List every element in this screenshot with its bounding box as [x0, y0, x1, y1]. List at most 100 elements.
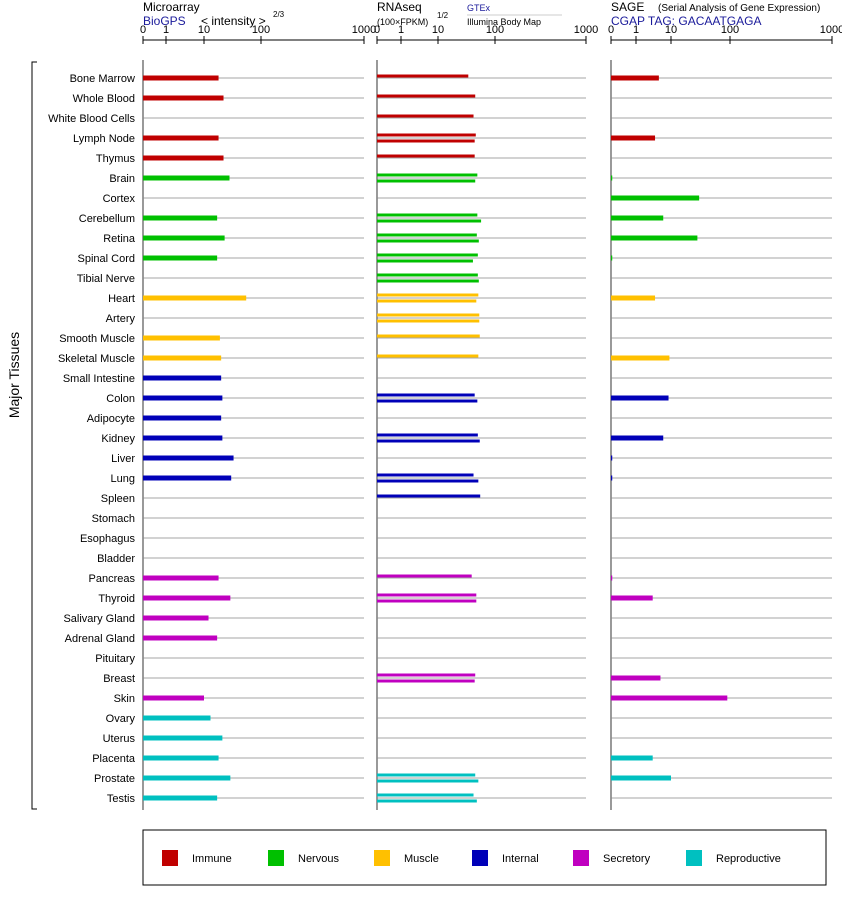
tissue-label: Adrenal Gland	[65, 633, 135, 645]
rnaseq-bar	[377, 354, 479, 358]
bars-layer	[143, 74, 728, 803]
tissue-label: Colon	[106, 393, 135, 405]
sage-bar	[611, 215, 664, 221]
x-tick-label: 10	[665, 24, 677, 36]
tissue-label: Uterus	[103, 733, 136, 745]
rnaseq-bar	[377, 74, 469, 78]
legend-label-reproductive: Reproductive	[716, 853, 781, 865]
rnaseq-bar	[377, 259, 473, 263]
x-tick-label: 1000	[574, 24, 598, 36]
microarray-bar	[143, 175, 230, 181]
sage-bar	[611, 435, 664, 441]
sage-bar	[611, 595, 653, 601]
legend-label-nervous: Nervous	[298, 853, 339, 865]
legend-label-secretory: Secretory	[603, 853, 651, 865]
sage-bar	[611, 695, 728, 701]
tissue-label: Lymph Node	[73, 133, 135, 145]
tissue-label: Spleen	[101, 493, 135, 505]
microarray-bar	[143, 475, 232, 481]
rnaseq-bar	[377, 673, 476, 677]
sage-bar	[611, 235, 698, 241]
rnaseq-bar	[377, 154, 475, 158]
rnaseq-bar	[377, 334, 480, 338]
x-tick-label: 0	[608, 24, 614, 36]
tissue-label: Heart	[108, 293, 135, 305]
microarray-title: Microarray	[143, 0, 200, 14]
rnaseq-bar	[377, 393, 475, 397]
x-tick-label: 1	[398, 24, 404, 36]
rnaseq-bar	[377, 593, 477, 597]
tissue-label: Testis	[107, 793, 136, 805]
rnaseq-bar	[377, 253, 478, 257]
tissue-label: Skeletal Muscle	[58, 353, 135, 365]
tissue-label: Esophagus	[80, 533, 136, 545]
microarray-source: BioGPS	[143, 14, 186, 28]
microarray-bar	[143, 615, 209, 621]
microarray-bar	[143, 715, 211, 721]
rnaseq-bar	[377, 94, 476, 98]
panel-header-sage: SAGE (Serial Analysis of Gene Expression…	[611, 0, 820, 28]
rnaseq-bar	[377, 273, 478, 277]
rnaseq-bar	[377, 439, 480, 443]
sage-bar	[611, 475, 613, 481]
tissue-label: Placenta	[92, 753, 136, 765]
tissue-label: Thymus	[96, 153, 136, 165]
sage-bar	[611, 135, 656, 141]
panel-header-rnaseq: RNAseq (100×FPKM) 1/2 GTEx Illumina Body…	[377, 0, 562, 27]
microarray-bar	[143, 775, 231, 781]
microarray-bar	[143, 95, 224, 101]
legend-swatch-immune	[162, 850, 178, 866]
legend-swatch-internal	[472, 850, 488, 866]
rnaseq-bar	[377, 114, 474, 118]
sage-bar	[611, 255, 613, 261]
gtex-bar	[377, 299, 477, 303]
microarray-bar	[143, 455, 234, 461]
microarray-bar	[143, 695, 204, 701]
sage-bar	[611, 395, 669, 401]
legend-label-immune: Immune	[192, 853, 232, 865]
side-label: Major Tissues	[6, 332, 22, 418]
tissue-label: Lung	[111, 473, 135, 485]
legend-swatch-secretory	[573, 850, 589, 866]
tissue-label: Whole Blood	[73, 93, 135, 105]
legend-label-internal: Internal	[502, 853, 539, 865]
bracket-line	[31, 61, 37, 810]
gtex-bar	[377, 179, 476, 183]
rnaseq-bar	[377, 133, 476, 137]
rnaseq-bar	[377, 313, 480, 317]
x-tick-label: 0	[140, 24, 146, 36]
rnaseq-bar	[377, 233, 477, 237]
microarray-bar	[143, 355, 222, 361]
microarray-bar	[143, 335, 220, 341]
tissue-label: Kidney	[101, 433, 135, 445]
x-tick-label: 1	[633, 24, 639, 36]
sage-bar	[611, 755, 653, 761]
rnaseq-bar	[377, 599, 477, 603]
legend-swatch-muscle	[374, 850, 390, 866]
x-tick-label: 1000	[820, 24, 842, 36]
microarray-bar	[143, 415, 222, 421]
tissue-label: Smooth Muscle	[59, 333, 135, 345]
legend: Immune Nervous Muscle Internal Secretory Repr…	[142, 829, 827, 886]
tissue-label: Liver	[111, 453, 135, 465]
microarray-bar	[143, 795, 218, 801]
sage-tag: CGAP TAG: GACAATGAGA	[611, 14, 761, 28]
tissue-label: Pituitary	[95, 653, 135, 665]
microarray-bar	[143, 75, 219, 81]
tissue-label: Stomach	[92, 513, 135, 525]
rnaseq-bar	[377, 574, 472, 578]
microarray-bar	[143, 155, 224, 161]
microarray-bar	[143, 255, 218, 261]
microarray-bar	[143, 215, 218, 221]
major-tissues-bracket: Major Tissues	[6, 61, 37, 810]
sage-bar	[611, 175, 613, 181]
tissue-label: Pancreas	[89, 573, 136, 585]
rnaseq-bar	[377, 433, 478, 437]
sage-bar	[611, 455, 613, 461]
microarray-unit-exponent: 2/3	[273, 10, 285, 19]
rnaseq-bar	[377, 479, 479, 483]
tissue-label: Skin	[114, 693, 135, 705]
rnaseq-title: RNAseq	[377, 0, 422, 14]
sage-bar	[611, 575, 613, 581]
